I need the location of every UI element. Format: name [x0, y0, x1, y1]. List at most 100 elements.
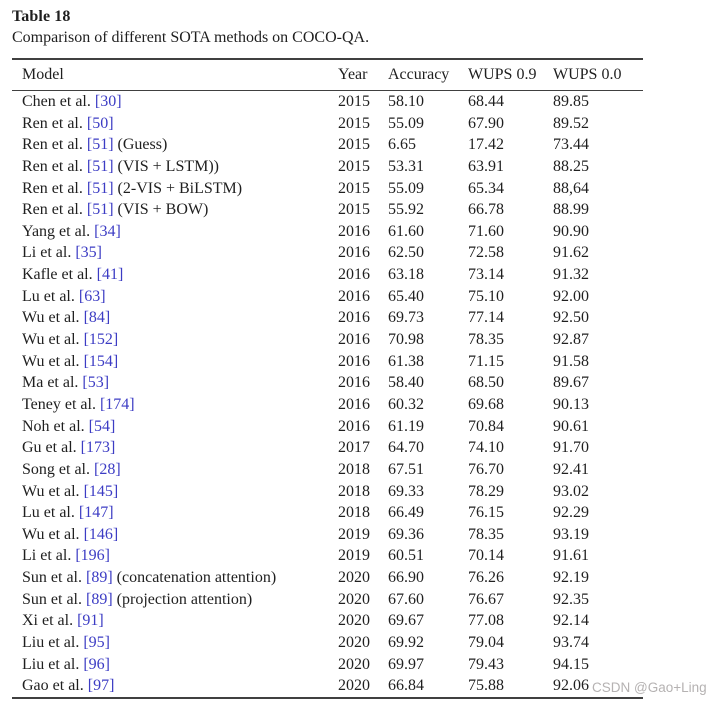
- model-suffix: (VIS + LSTM)): [113, 157, 219, 175]
- model-prefix: Lu et al.: [22, 287, 79, 305]
- citation-link[interactable]: [63]: [78, 287, 106, 305]
- column-header-accuracy: Accuracy: [388, 66, 450, 83]
- table-label: Table 18: [12, 8, 71, 25]
- year-cell: 2019: [338, 547, 370, 565]
- year-cell: 2015: [338, 114, 370, 132]
- table-row: Gao et al. [97] 2020 66.84 75.88 92.06: [12, 675, 643, 697]
- model-cell: Li et al. [196]: [12, 545, 338, 567]
- citation-link[interactable]: [97]: [87, 677, 115, 695]
- year-cell: 2020: [338, 612, 370, 630]
- year-cell: 2015: [338, 179, 370, 197]
- citation-link[interactable]: [50]: [86, 114, 114, 132]
- wups00-cell: 92.35: [553, 590, 589, 608]
- model-suffix: (VIS + BOW): [113, 201, 209, 219]
- year-cell: 2018: [338, 504, 370, 522]
- citation-link[interactable]: [51]: [86, 179, 114, 197]
- model-cell: Li et al. [35]: [12, 242, 338, 264]
- citation-link[interactable]: [51]: [86, 201, 114, 219]
- wups00-cell: 89.85: [553, 93, 589, 110]
- citation-link[interactable]: [147]: [78, 504, 114, 522]
- model-prefix: Wu et al.: [22, 331, 84, 349]
- citation-link[interactable]: [91]: [77, 612, 104, 630]
- year-cell: 2019: [338, 525, 370, 543]
- model-cell: Liu et al. [95]: [12, 632, 338, 654]
- model-cell: Ren et al. [50]: [12, 113, 338, 135]
- citation-link[interactable]: [173]: [80, 439, 116, 457]
- wups09-cell: 72.58: [468, 244, 504, 262]
- wups09-cell: 66.78: [468, 201, 504, 219]
- table-row: Noh et al. [54] 2016 61.19 70.84 90.61: [12, 416, 643, 438]
- accuracy-cell: 6.65: [388, 136, 416, 154]
- wups00-cell: 93.02: [553, 482, 589, 500]
- year-cell: 2015: [338, 93, 370, 110]
- citation-link[interactable]: [174]: [99, 395, 135, 413]
- model-cell: Ma et al. [53]: [12, 372, 338, 394]
- wups00-cell: 88.25: [553, 157, 589, 175]
- model-cell: Yang et al. [34]: [12, 221, 338, 243]
- wups00-cell: 92.00: [553, 287, 589, 305]
- citation-link[interactable]: [152]: [83, 331, 119, 349]
- wups00-cell: 92.41: [553, 460, 589, 478]
- table-row: Wu et al. [146] 2019 69.36 78.35 93.19: [12, 524, 643, 546]
- year-cell: 2016: [338, 331, 370, 349]
- accuracy-cell: 60.32: [388, 395, 424, 413]
- column-header-year: Year: [338, 66, 368, 83]
- year-cell: 2020: [338, 569, 370, 587]
- citation-link[interactable]: [96]: [83, 655, 110, 673]
- wups09-cell: 73.14: [468, 266, 504, 284]
- model-cell: Kafle et al. [41]: [12, 264, 338, 286]
- table-row: Wu et al. [145] 2018 69.33 78.29 93.02: [12, 481, 643, 503]
- citation-link[interactable]: [30]: [94, 93, 122, 110]
- citation-link[interactable]: [89]: [86, 569, 113, 587]
- wups09-cell: 71.60: [468, 222, 504, 240]
- accuracy-cell: 60.51: [388, 547, 424, 565]
- citation-link[interactable]: [146]: [83, 525, 119, 543]
- citation-link[interactable]: [51]: [86, 136, 114, 154]
- model-prefix: Ren et al.: [22, 136, 87, 154]
- citation-link[interactable]: [41]: [96, 266, 124, 284]
- wups09-cell: 79.43: [468, 655, 504, 673]
- wups00-cell: 73.44: [553, 136, 589, 154]
- wups09-cell: 69.68: [468, 395, 504, 413]
- year-cell: 2017: [338, 439, 370, 457]
- year-cell: 2015: [338, 201, 370, 219]
- citation-link[interactable]: [89]: [86, 590, 113, 608]
- table-row: Xi et al. [91] 2020 69.67 77.08 92.14: [12, 610, 643, 632]
- model-cell: Song et al. [28]: [12, 459, 338, 481]
- wups00-cell: 92.87: [553, 331, 589, 349]
- citation-link[interactable]: [84]: [83, 309, 111, 327]
- model-prefix: Li et al.: [22, 244, 76, 262]
- model-cell: Wu et al. [145]: [12, 481, 338, 503]
- wups09-cell: 67.90: [468, 114, 504, 132]
- citation-link[interactable]: [95]: [83, 634, 110, 652]
- year-cell: 2020: [338, 590, 370, 608]
- wups00-cell: 90.61: [553, 417, 589, 435]
- wups09-cell: 74.10: [468, 439, 504, 457]
- citation-link[interactable]: [28]: [94, 460, 121, 478]
- table-caption: Comparison of different SOTA methods on …: [12, 29, 370, 46]
- table-row: Kafle et al. [41] 2016 63.18 73.14 91.32: [12, 264, 643, 286]
- citation-link[interactable]: [51]: [86, 157, 114, 175]
- wups00-cell: 92.29: [553, 504, 589, 522]
- model-prefix: Teney et al.: [22, 395, 100, 413]
- wups00-cell: 89.67: [553, 374, 589, 392]
- citation-link[interactable]: [196]: [75, 547, 110, 565]
- table-top-rule: [12, 58, 643, 60]
- table-row: Ren et al. [51] (Guess) 2015 6.65 17.42 …: [12, 134, 643, 156]
- model-cell: Teney et al. [174]: [12, 394, 338, 416]
- citation-link[interactable]: [145]: [83, 482, 119, 500]
- citation-link[interactable]: [35]: [75, 244, 102, 262]
- wups00-cell: 94.15: [553, 655, 589, 673]
- citation-link[interactable]: [34]: [94, 222, 121, 240]
- accuracy-cell: 69.33: [388, 482, 424, 500]
- model-cell: Sun et al. [89] (projection attention): [12, 589, 338, 611]
- citation-link[interactable]: [54]: [88, 417, 116, 435]
- model-prefix: Sun et al.: [22, 590, 86, 608]
- wups00-cell: 91.32: [553, 266, 589, 284]
- citation-link[interactable]: [53]: [82, 374, 110, 392]
- year-cell: 2015: [338, 136, 370, 154]
- citation-link[interactable]: [154]: [83, 352, 119, 370]
- accuracy-cell: 66.49: [388, 504, 424, 522]
- accuracy-cell: 64.70: [388, 439, 424, 457]
